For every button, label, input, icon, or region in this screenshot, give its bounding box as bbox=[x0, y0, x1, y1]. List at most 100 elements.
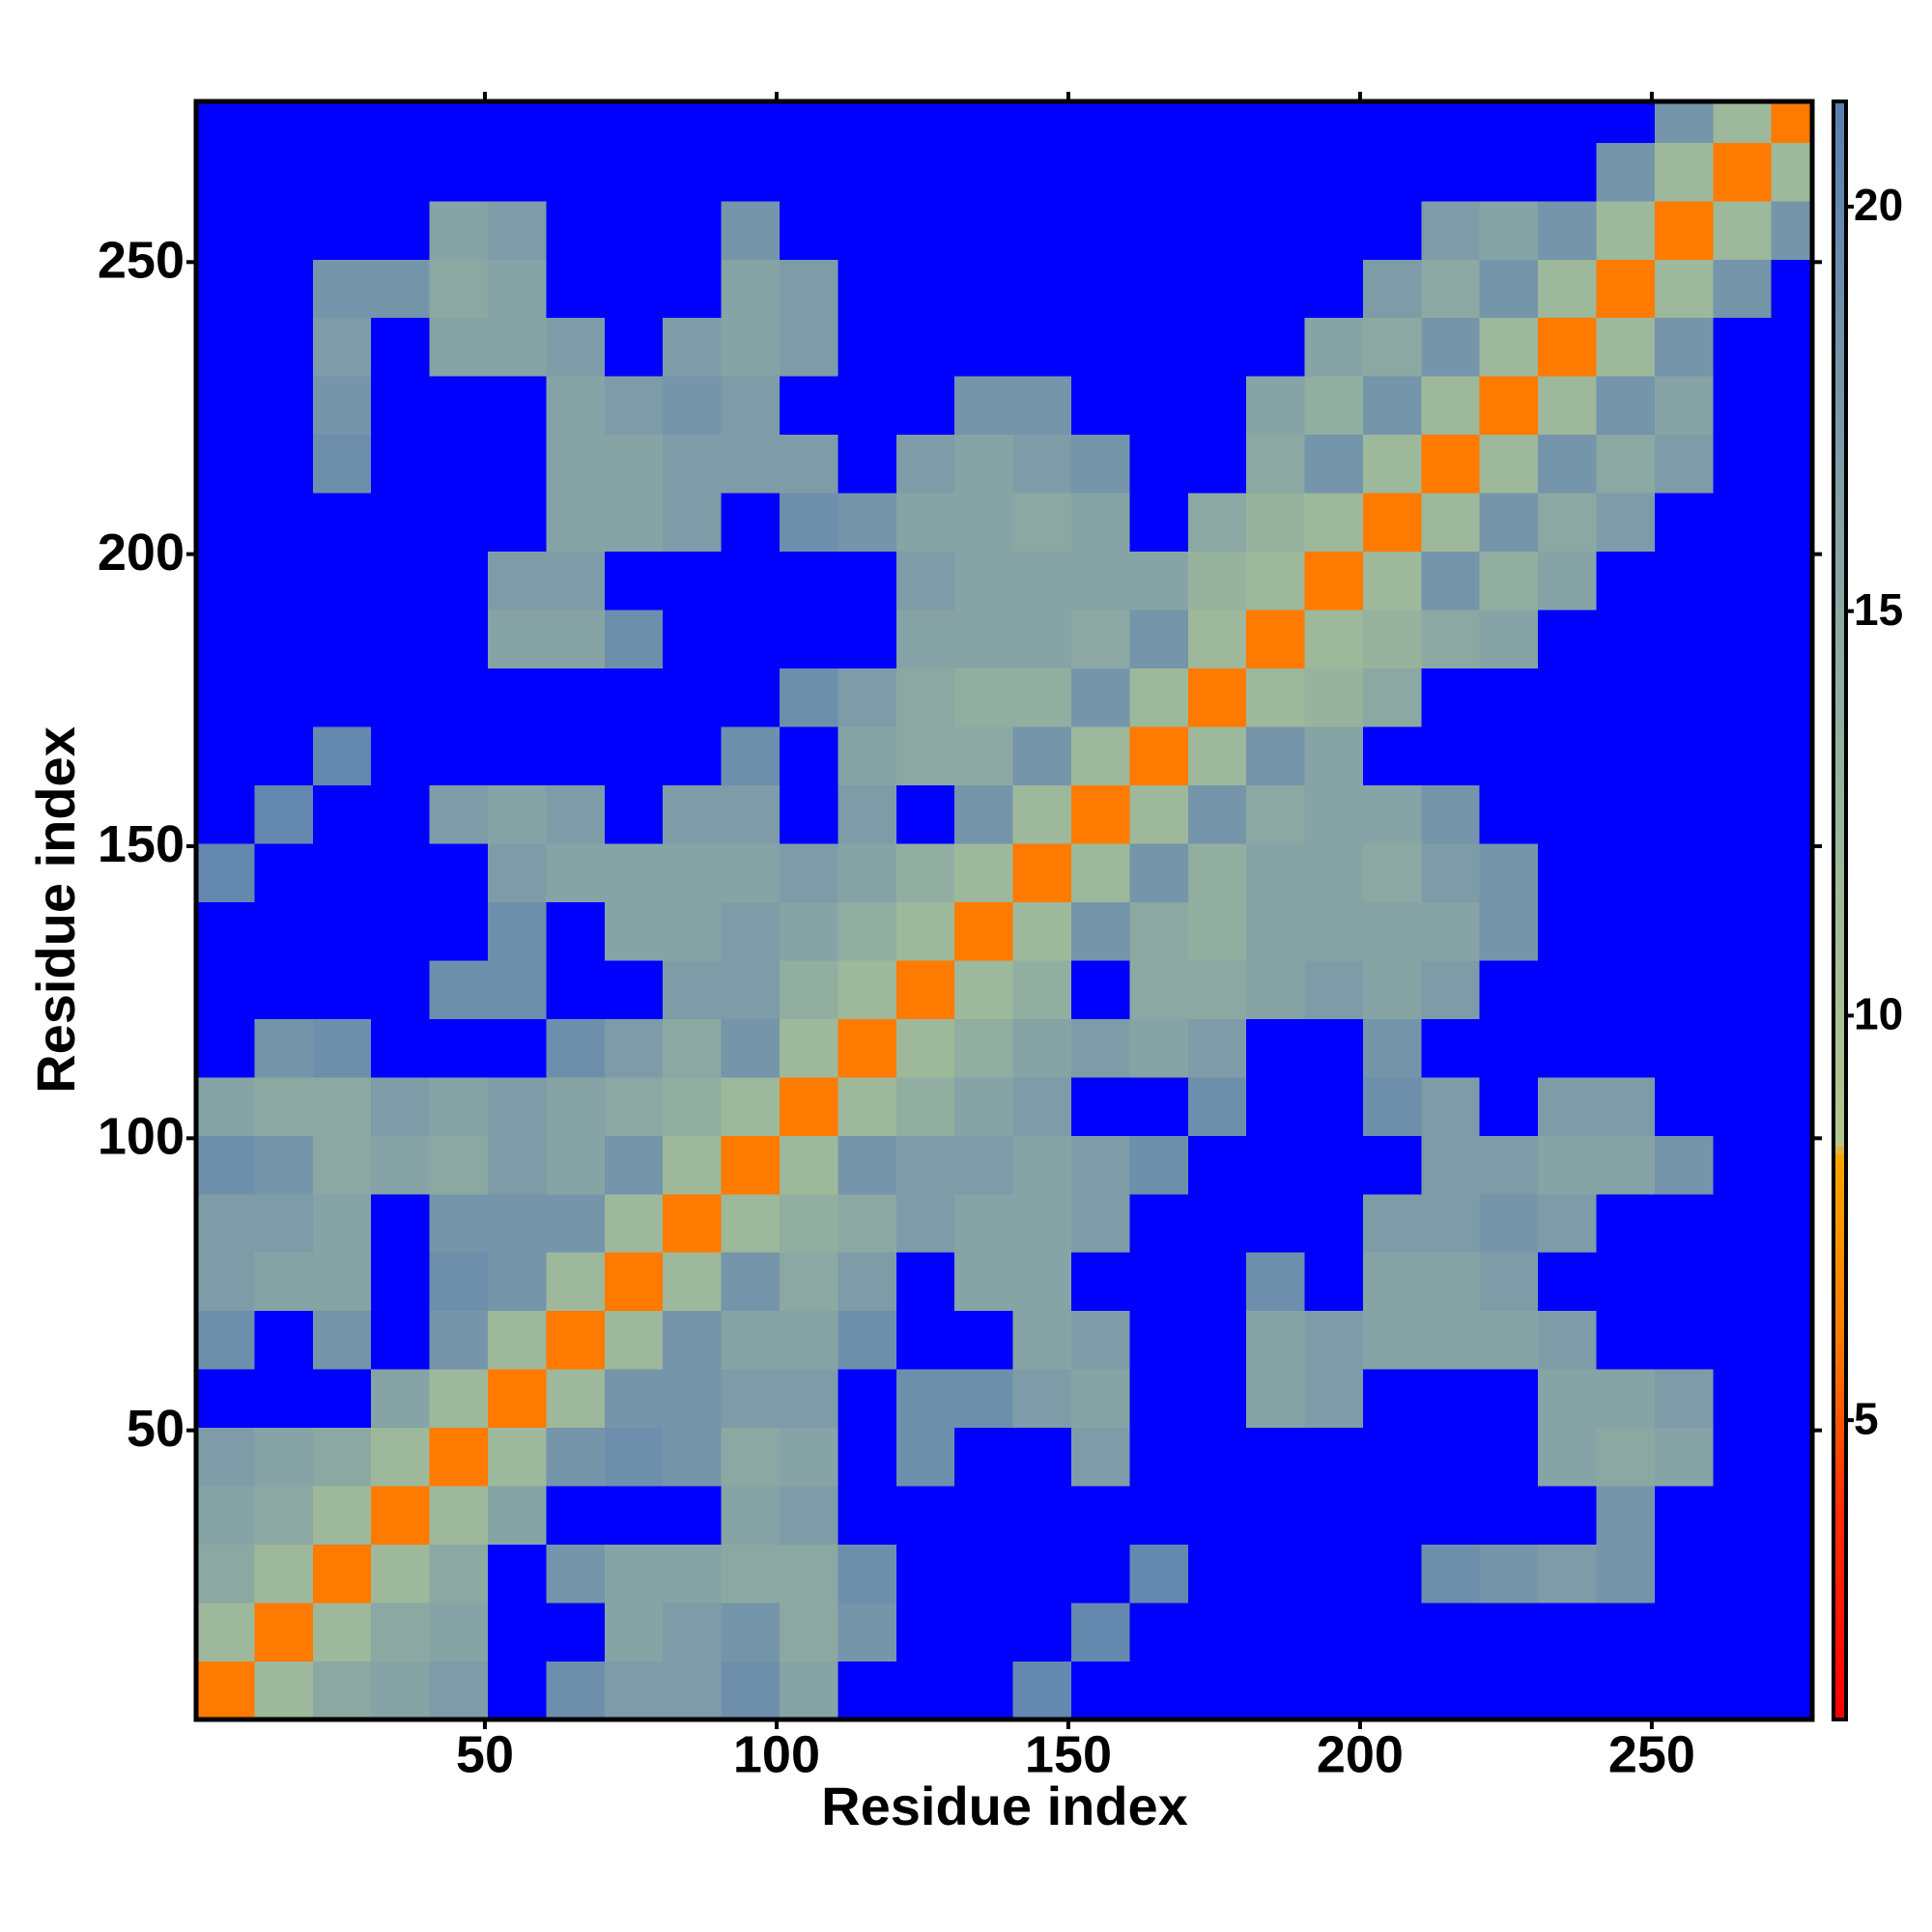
cell bbox=[487, 200, 547, 260]
cell bbox=[779, 668, 838, 727]
cell bbox=[895, 200, 955, 260]
cell bbox=[895, 1661, 955, 1720]
colorbar-swatch bbox=[1833, 1023, 1846, 1033]
cell bbox=[1070, 1544, 1130, 1604]
cell bbox=[779, 1076, 838, 1136]
cell bbox=[1362, 726, 1422, 785]
cell bbox=[1771, 842, 1813, 902]
cell bbox=[1479, 200, 1539, 260]
cell bbox=[1187, 1427, 1247, 1487]
colorbar-swatch bbox=[1833, 1250, 1846, 1260]
colorbar-swatch bbox=[1833, 222, 1846, 232]
cell bbox=[721, 551, 781, 611]
cell bbox=[1596, 610, 1656, 669]
cell bbox=[371, 959, 431, 1019]
colorbar-swatch bbox=[1833, 231, 1846, 240]
colorbar-swatch bbox=[1833, 627, 1846, 637]
cell bbox=[663, 668, 723, 727]
cell bbox=[1129, 1193, 1189, 1253]
cell bbox=[954, 376, 1014, 436]
cell bbox=[1713, 842, 1773, 902]
colorbar-swatch bbox=[1833, 756, 1846, 766]
colorbar-swatch bbox=[1833, 1694, 1846, 1704]
colorbar-swatch bbox=[1833, 327, 1846, 337]
cell bbox=[1596, 784, 1656, 844]
colorbar-swatch bbox=[1833, 1711, 1846, 1720]
cell bbox=[1187, 668, 1247, 727]
colorbar-swatch bbox=[1833, 1703, 1846, 1713]
cell bbox=[954, 493, 1014, 553]
colorbar-swatch bbox=[1833, 1112, 1846, 1122]
x-tick-label: 200 bbox=[1317, 1725, 1404, 1783]
cell bbox=[721, 1018, 781, 1078]
colorbar-swatch bbox=[1833, 764, 1846, 774]
cell bbox=[895, 1427, 955, 1487]
cell bbox=[1421, 142, 1481, 202]
colorbar-swatch bbox=[1833, 788, 1846, 798]
cell bbox=[604, 959, 664, 1019]
cell bbox=[1479, 1486, 1539, 1546]
cell bbox=[1246, 668, 1306, 727]
cell bbox=[895, 1544, 955, 1604]
cell bbox=[196, 1252, 255, 1312]
cell bbox=[1771, 1544, 1813, 1604]
colorbar-swatch bbox=[1833, 376, 1846, 385]
colorbar-swatch bbox=[1833, 311, 1846, 321]
colorbar-swatch bbox=[1833, 716, 1846, 725]
cell bbox=[663, 610, 723, 669]
colorbar-swatch bbox=[1833, 1581, 1846, 1591]
colorbar-swatch bbox=[1833, 1387, 1846, 1397]
cell bbox=[663, 376, 723, 436]
colorbar-swatch bbox=[1833, 166, 1846, 175]
cell bbox=[487, 1427, 547, 1487]
colorbar-swatch bbox=[1833, 1428, 1846, 1437]
colorbar-swatch bbox=[1833, 1420, 1846, 1430]
cell bbox=[1654, 1135, 1714, 1195]
colorbar-swatch bbox=[1833, 951, 1846, 960]
cell bbox=[429, 493, 489, 553]
cell bbox=[1421, 959, 1481, 1019]
cell bbox=[779, 1135, 838, 1195]
cell bbox=[371, 434, 431, 494]
cell bbox=[1304, 784, 1364, 844]
cell bbox=[779, 1369, 838, 1429]
cell bbox=[838, 1135, 897, 1195]
cell bbox=[196, 1661, 255, 1720]
cell bbox=[1246, 1076, 1306, 1136]
colorbar-swatch bbox=[1833, 1614, 1846, 1624]
cell bbox=[429, 610, 489, 669]
cell bbox=[1713, 1018, 1773, 1078]
cell bbox=[954, 726, 1014, 785]
cell bbox=[1713, 200, 1773, 260]
cell bbox=[312, 1427, 372, 1487]
cell bbox=[1012, 1018, 1072, 1078]
cell bbox=[1596, 1661, 1656, 1720]
cell bbox=[1246, 726, 1306, 785]
cell bbox=[312, 1661, 372, 1720]
colorbar-swatch bbox=[1833, 619, 1846, 628]
cell bbox=[1421, 317, 1481, 377]
plot-frame bbox=[193, 99, 1815, 1722]
cell bbox=[1012, 259, 1072, 319]
cell bbox=[838, 551, 897, 611]
cell bbox=[1070, 551, 1130, 611]
cell bbox=[1479, 493, 1539, 553]
colorbar-swatch bbox=[1833, 554, 1846, 563]
cell bbox=[1187, 376, 1247, 436]
cell bbox=[429, 551, 489, 611]
cell bbox=[1538, 1193, 1598, 1253]
colorbar-swatch bbox=[1833, 570, 1846, 580]
cell bbox=[604, 551, 664, 611]
cell bbox=[838, 1486, 897, 1546]
cell bbox=[254, 1018, 314, 1078]
colorbar-swatch bbox=[1833, 505, 1846, 515]
cell bbox=[196, 1427, 255, 1487]
cell bbox=[779, 1427, 838, 1487]
colorbar-swatch bbox=[1833, 805, 1846, 814]
cell bbox=[1129, 726, 1189, 785]
cell bbox=[779, 1603, 838, 1662]
cell bbox=[1304, 493, 1364, 553]
cell bbox=[1187, 959, 1247, 1019]
cell bbox=[196, 376, 255, 436]
colorbar-swatch bbox=[1833, 886, 1846, 895]
